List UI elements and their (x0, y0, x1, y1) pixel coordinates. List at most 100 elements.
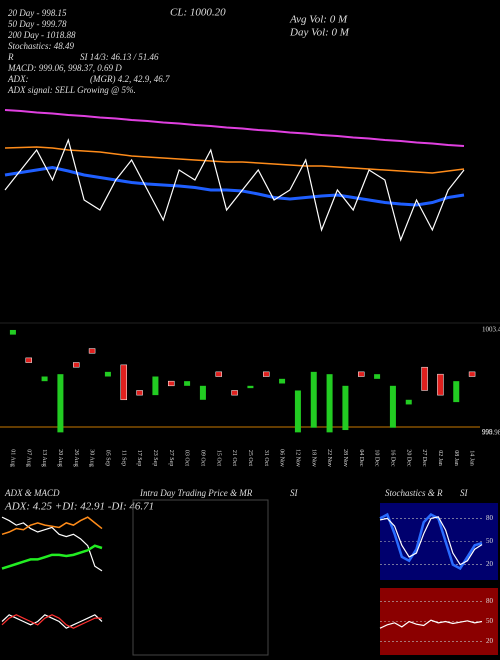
candle (9, 329, 16, 335)
panel-title: Intra Day Trading Price & MR (139, 488, 253, 498)
annotation: R (7, 52, 14, 62)
candle (57, 374, 64, 433)
candle (73, 362, 80, 368)
x-tick-label: 06 Nov (279, 449, 285, 467)
panel-background (380, 503, 498, 580)
x-tick-label: 02 Jan (437, 450, 443, 466)
x-tick-label: 01 Aug (10, 449, 16, 467)
x-tick-label: 13 Aug (41, 449, 47, 467)
series-line (4, 138, 465, 242)
annotation: CL: 1000.20 (170, 7, 226, 19)
panel-subtitle: SI (460, 488, 469, 498)
x-tick-label: 12 Nov (295, 449, 301, 467)
y-tick-label: 20 (486, 637, 494, 645)
x-tick-label: 31 Oct (263, 450, 269, 466)
panel-background (380, 588, 498, 655)
candle (310, 371, 317, 428)
annotation: Stochastics: 48.49 (8, 41, 74, 51)
series-line (379, 512, 483, 571)
panel-title: ADX & MACD (4, 488, 60, 498)
x-tick-label: 07 Aug (25, 449, 31, 467)
candle (231, 390, 238, 396)
candle (263, 371, 270, 377)
annotation: Day Vol: 0 M (289, 27, 350, 39)
panel-title: Stochastics & R (385, 488, 443, 498)
x-tick-label: 22 Nov (326, 449, 332, 467)
annotation: (MGR) 4.2, 42.9, 46.7 (90, 74, 170, 84)
candle (405, 399, 412, 405)
x-tick-label: 10 Dec (374, 449, 380, 466)
x-tick-label: 26 Aug (73, 449, 79, 467)
annotation: 20 Day - 998.15 (8, 8, 67, 18)
candle (453, 381, 460, 403)
annotation: ADX signal: SELL Growing @ 5%. (7, 85, 136, 95)
candle (88, 348, 96, 354)
candle (247, 385, 254, 389)
x-tick-label: 27 Dec (421, 449, 427, 466)
candle (437, 373, 444, 396)
candle (358, 371, 365, 377)
candle (41, 376, 48, 382)
x-tick-label: 09 Oct (200, 450, 206, 466)
x-tick-label: 18 Nov (310, 449, 316, 467)
panel-subtitle: SI (290, 488, 299, 498)
y-tick-label: 50 (486, 617, 494, 625)
candle (136, 390, 143, 396)
panel-frame (132, 499, 269, 656)
x-tick-label: 20 Dec (405, 449, 411, 466)
x-tick-label: 05 Sep (105, 450, 111, 467)
x-tick-label: 15 Oct (215, 450, 221, 466)
annotation: SI 14/3: 46.13 / 51.46 (80, 52, 159, 62)
x-tick-label: 20 Aug (57, 449, 63, 467)
candle (468, 371, 476, 377)
candle (374, 374, 381, 379)
series-line (4, 109, 465, 147)
annotation: ADX: 4.25 +DI: 42.91 -DI: 46.71 (4, 501, 154, 513)
y-tick-label: 1003.40 (482, 326, 500, 334)
candle (120, 364, 127, 401)
series-line (1, 516, 103, 572)
x-tick-label: 21 Oct (231, 450, 237, 466)
x-tick-label: 03 Oct (184, 450, 190, 466)
x-tick-label: 16 Dec (390, 449, 396, 466)
candle (342, 385, 349, 431)
annotation: Avg Vol: 0 M (289, 14, 348, 26)
x-tick-label: 11 Sep (120, 450, 126, 466)
candle (326, 374, 333, 433)
candle (215, 371, 222, 377)
series-line (379, 516, 483, 566)
series-line (1, 614, 102, 629)
y-tick-label: 80 (486, 514, 494, 522)
candle (294, 390, 301, 433)
candle (104, 371, 111, 377)
candle (421, 366, 428, 391)
annotation: ADX: (7, 74, 29, 84)
candle (389, 385, 396, 428)
series-line (1, 516, 103, 536)
y-tick-label: 999 (482, 428, 493, 436)
series-line (4, 165, 465, 207)
candle (184, 381, 191, 386)
x-tick-label: 28 Nov (342, 449, 348, 467)
x-tick-label: 25 Oct (247, 450, 253, 466)
x-tick-label: 23 Sep (152, 450, 158, 467)
x-tick-label: 27 Sep (168, 450, 174, 467)
candle (279, 378, 286, 384)
series-line (1, 544, 103, 570)
series-line (379, 619, 483, 629)
y-tick-label: 20 (486, 560, 494, 568)
x-tick-label: 04 Dec (358, 449, 364, 466)
series-line (4, 146, 465, 174)
series-line (1, 614, 103, 629)
y-tick-label: 80 (486, 597, 494, 605)
x-tick-label: 14 Jan (469, 450, 475, 466)
y-tick-label: 998.98 (482, 428, 500, 436)
annotation: MACD: 999.06, 998.37, 0.69 D (7, 63, 122, 73)
annotation: 200 Day - 1018.88 (8, 30, 76, 40)
x-tick-label: 08 Jan (453, 450, 459, 466)
candle (152, 376, 159, 396)
candle (199, 385, 206, 400)
annotation: 50 Day - 999.78 (8, 19, 67, 29)
